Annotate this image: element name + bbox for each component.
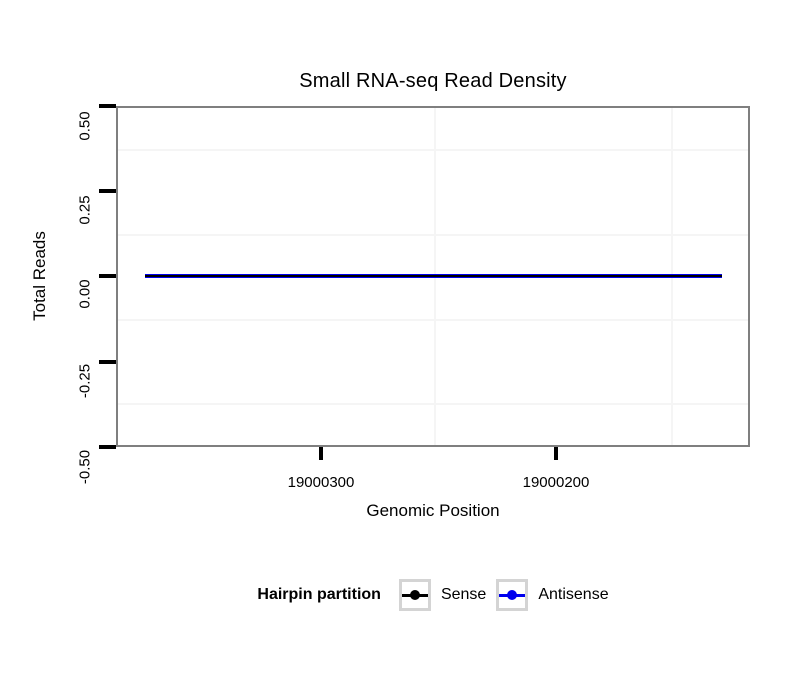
y-tick-label: 0.00 xyxy=(76,279,94,309)
gridline-horizontal xyxy=(118,149,748,151)
legend-key-antisense xyxy=(496,579,529,611)
y-axis-title: Total Reads xyxy=(30,231,49,321)
legend-label-sense: Sense xyxy=(440,586,487,603)
antisense-point-swatch xyxy=(507,590,518,600)
legend-label-antisense: Antisense xyxy=(538,586,609,603)
y-axis-tick xyxy=(99,189,116,193)
gridline-horizontal xyxy=(118,403,748,405)
legend-title: Hairpin partition xyxy=(257,586,381,603)
y-tick-label: 0.50 xyxy=(76,111,94,141)
x-axis-tick xyxy=(554,447,558,460)
y-axis-tick xyxy=(99,104,116,108)
legend: Hairpin partition Sense Antisense xyxy=(116,578,750,612)
plot-panel xyxy=(116,106,750,447)
y-tick-label: 0.25 xyxy=(76,195,94,225)
x-axis-title: Genomic Position xyxy=(366,501,500,520)
legend-key-sense xyxy=(398,579,431,611)
x-tick-label: 19000200 xyxy=(522,474,590,491)
y-axis-tick xyxy=(99,445,116,449)
chart-title: Small RNA-seq Read Density xyxy=(299,70,567,92)
sense-series-line xyxy=(145,275,722,277)
y-axis-tick xyxy=(99,274,116,278)
gridline-horizontal xyxy=(118,234,748,236)
x-tick-label: 19000300 xyxy=(287,474,355,491)
x-axis-tick xyxy=(319,447,323,460)
sense-point-swatch xyxy=(409,590,420,600)
y-tick-label: -0.50 xyxy=(76,449,94,485)
gridline-horizontal xyxy=(118,319,748,321)
y-tick-label: -0.25 xyxy=(76,363,94,399)
y-axis-tick xyxy=(99,360,116,364)
